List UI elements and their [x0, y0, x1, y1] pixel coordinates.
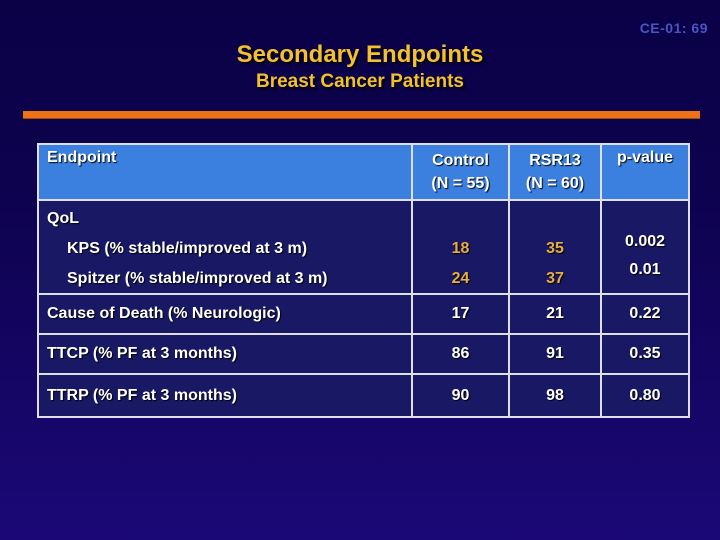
row-qol-pvalue-cell: 0.002 0.01 [602, 201, 688, 293]
column-header-pvalue: p-value [602, 145, 688, 199]
qol-control-kps-value: 18 [451, 240, 470, 257]
row-cause-of-death-rsr13: 21 [510, 295, 600, 333]
row-ttcp-pvalue: 0.35 [602, 335, 688, 373]
slide-title: Secondary Endpoints [236, 41, 484, 68]
row-ttrp-pvalue: 0.80 [602, 375, 688, 416]
column-header-rsr13-n: (N = 60) [525, 175, 585, 192]
column-header-control-n: (N = 55) [431, 175, 490, 192]
qol-rsr13-kps-value: 35 [546, 240, 564, 257]
qol-group-label: QoL [47, 210, 79, 227]
qol-control-spitzer-value: 24 [451, 270, 470, 287]
accent-rule [23, 111, 700, 119]
row-cause-of-death-control: 17 [413, 295, 508, 333]
row-ttrp-label: TTRP (% PF at 3 months) [39, 375, 411, 416]
slide-subtitle: Breast Cancer Patients [255, 71, 465, 92]
column-header-rsr13-name: RSR13 [529, 152, 581, 169]
row-ttcp-control: 86 [413, 335, 508, 373]
column-header-control: Control (N = 55) [413, 145, 508, 199]
row-ttcp-label: TTCP (% PF at 3 months) [39, 335, 411, 373]
secondary-endpoints-table: Endpoint Control (N = 55) RSR13 (N = 60)… [37, 143, 690, 418]
slide-code: CE-01: 69 [639, 20, 708, 36]
row-ttcp-rsr13: 91 [510, 335, 600, 373]
row-qol-rsr13-cell: 35 37 [510, 201, 600, 293]
row-ttrp-rsr13: 98 [510, 375, 600, 416]
qol-kps-label: KPS (% stable/improved at 3 m) [67, 240, 308, 257]
row-cause-of-death-label: Cause of Death (% Neurologic) [39, 295, 411, 333]
row-qol-label-cell: QoL KPS (% stable/improved at 3 m) Spitz… [39, 201, 411, 293]
column-header-control-name: Control [432, 152, 489, 169]
qol-spitzer-pvalue: 0.01 [629, 261, 661, 278]
column-header-rsr13: RSR13 (N = 60) [510, 145, 600, 199]
qol-spitzer-label: Spitzer (% stable/improved at 3 m) [67, 270, 328, 287]
row-ttrp-control: 90 [413, 375, 508, 416]
qol-kps-pvalue: 0.002 [624, 233, 666, 250]
qol-rsr13-spitzer-value: 37 [546, 270, 564, 287]
column-header-endpoint: Endpoint [39, 145, 411, 199]
row-cause-of-death-pvalue: 0.22 [602, 295, 688, 333]
row-qol-control-cell: 18 24 [413, 201, 508, 293]
